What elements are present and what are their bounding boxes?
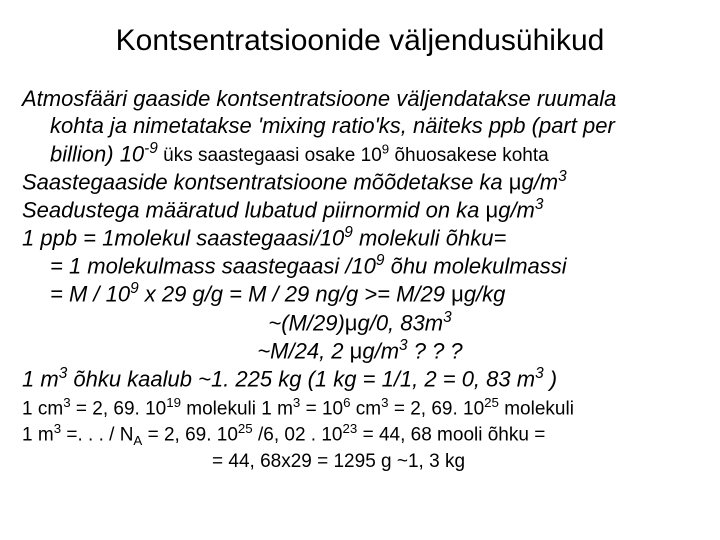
- para-3: Seadustega määratud lubatud piirnormid o…: [22, 196, 698, 224]
- small-line-2: 1 m3 =. . . / NA = 2, 69. 1025 /6, 02 . …: [22, 421, 698, 450]
- text: Seadustega määratud lubatud piirnormid o…: [22, 197, 486, 222]
- small-line-1: 1 cm3 = 2, 69. 1019 molekuli 1 m3 = 106 …: [22, 395, 698, 421]
- text: molekuli: [499, 398, 574, 419]
- sup: 23: [343, 421, 358, 436]
- text: Saastegaaside kontsentratsioone mõõdetak…: [22, 169, 509, 194]
- para-5: = 1 molekulmass saastegaasi /109 õhu mol…: [22, 252, 698, 280]
- text: = 10: [300, 398, 343, 419]
- slide: Kontsentratsioonide väljendusühikud Atmo…: [0, 0, 720, 540]
- sub: A: [133, 433, 142, 448]
- text: g/kg: [464, 282, 506, 307]
- text: ): [544, 366, 557, 391]
- sup: 25: [484, 395, 499, 410]
- text: x 29 g/g = M / 29 ng/g >= M/29: [139, 282, 451, 307]
- text: g/0, 83m: [357, 310, 443, 335]
- text: = 2, 69. 10: [389, 398, 485, 419]
- sup: 3: [59, 365, 68, 382]
- text: 1 m: [22, 366, 59, 391]
- small-line-3: = 44, 68x29 = 1295 g ~1, 3 kg: [22, 450, 698, 474]
- slide-body: Atmosfääri gaaside kontsentratsioone väl…: [22, 86, 698, 393]
- text: = 44, 68 mooli õhku =: [357, 424, 545, 445]
- text: 1 ppb = 1molekul saastegaasi/10: [22, 225, 344, 250]
- mu: μ: [486, 197, 499, 222]
- text: ~(M/29): [268, 310, 344, 335]
- para-6: = M / 109 x 29 g/g = M / 29 ng/g >= M/29…: [22, 280, 698, 308]
- mu: μ: [451, 282, 464, 307]
- text: = 1 molekulmass saastegaasi /10: [50, 254, 376, 279]
- sup: 3: [54, 421, 61, 436]
- text: 1 cm: [22, 398, 63, 419]
- para-4: 1 ppb = 1molekul saastegaasi/109 molekul…: [22, 224, 698, 252]
- text: billion) 10: [50, 141, 144, 166]
- sup: 3: [535, 365, 544, 382]
- text: g/m: [521, 169, 558, 194]
- para-1-line-1: Atmosfääri gaaside kontsentratsioone väl…: [22, 86, 698, 113]
- sup: 19: [166, 395, 181, 410]
- mu: μ: [509, 169, 522, 194]
- mu: μ: [350, 338, 363, 363]
- para-2: Saastegaaside kontsentratsioone mõõdetak…: [22, 168, 698, 196]
- para-8: ~M/24, 2 μg/m3 ? ? ?: [22, 337, 698, 365]
- slide-title: Kontsentratsioonide väljendusühikud: [22, 24, 698, 58]
- text: õhu molekulmassi: [384, 254, 566, 279]
- text: = M / 10: [50, 282, 130, 307]
- text: ? ? ?: [408, 338, 463, 363]
- sup: 3: [63, 395, 70, 410]
- text: õhku kaalub ~1. 225 kg (1 kg = 1/1, 2 = …: [67, 366, 535, 391]
- sup: -9: [144, 140, 158, 157]
- sup: 9: [130, 280, 139, 297]
- para-9: 1 m3 õhku kaalub ~1. 225 kg (1 kg = 1/1,…: [22, 365, 698, 393]
- sup: 3: [535, 196, 544, 213]
- text: g/m: [362, 338, 399, 363]
- para-1-line-2: kohta ja nimetatakse 'mixing ratio'ks, n…: [22, 113, 698, 140]
- text: = 2, 69. 10: [71, 398, 167, 419]
- sup: 9: [344, 224, 353, 241]
- text: =. . . / N: [61, 424, 133, 445]
- text: kohta ja nimetatakse 'mixing ratio'ks, n…: [50, 113, 615, 138]
- text: molekuli õhku=: [353, 225, 506, 250]
- sup: 3: [399, 337, 408, 354]
- sup: 3: [443, 309, 452, 326]
- text: cm: [351, 398, 382, 419]
- text: = 2, 69. 10: [142, 424, 238, 445]
- text: /6, 02 . 10: [253, 424, 343, 445]
- text: g/m: [498, 197, 535, 222]
- text: ~M/24, 2: [257, 338, 349, 363]
- text: Atmosfääri gaaside kontsentratsioone väl…: [22, 86, 616, 111]
- text: = 44, 68x29 = 1295 g ~1, 3 kg: [212, 451, 465, 472]
- text: õhuosakese kohta: [389, 145, 549, 166]
- footnote-block: 1 cm3 = 2, 69. 1019 molekuli 1 m3 = 106 …: [22, 395, 698, 474]
- mu: μ: [345, 310, 358, 335]
- text: üks saastegaasi osake 10: [158, 145, 382, 166]
- sup: 3: [558, 168, 567, 185]
- text: molekuli 1 m: [181, 398, 293, 419]
- para-7: ~(M/29)μg/0, 83m3: [22, 309, 698, 337]
- sup: 3: [381, 395, 388, 410]
- sup: 6: [343, 395, 350, 410]
- text: 1 m: [22, 424, 54, 445]
- sup: 25: [238, 421, 253, 436]
- para-1-line-3: billion) 10-9 üks saastegaasi osake 109 …: [22, 140, 698, 168]
